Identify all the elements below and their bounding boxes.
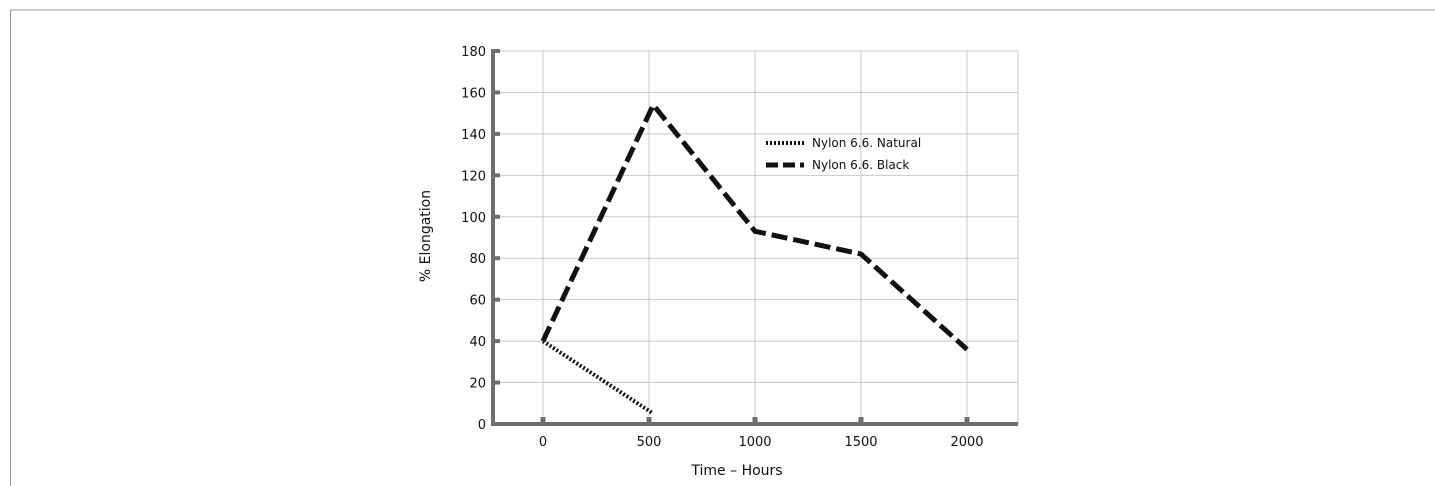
series-lines	[540, 100, 969, 416]
y-tick-label: 20	[469, 377, 486, 392]
y-axis-label: % Elongation	[418, 190, 434, 282]
y-tick-label: 140	[461, 128, 486, 143]
x-tick-label: 1000	[738, 435, 771, 450]
y-tick-label: 80	[469, 252, 486, 267]
series-line-black	[540, 100, 969, 352]
y-tick-label: 160	[461, 86, 486, 101]
y-tick-label: 120	[461, 169, 486, 184]
x-tick-label: 500	[637, 435, 662, 450]
y-tick-label: 180	[461, 45, 486, 60]
x-tick-label: 0	[539, 435, 547, 450]
x-tick-label: 1500	[844, 435, 877, 450]
legend-label: Nylon 6.6. Natural	[812, 136, 921, 150]
series-line-natural	[541, 339, 655, 416]
legend: Nylon 6.6. Natural Nylon 6.6. Black	[766, 136, 921, 172]
gridlines	[493, 50, 1019, 424]
axes	[491, 49, 1018, 426]
x-tick-label: 2000	[950, 435, 983, 450]
tick-labels: 0 20 40 60 80 100 120 140 160 180 0 500 1000 1500 2000	[461, 45, 983, 450]
y-tick-label: 100	[461, 211, 486, 226]
y-tick-label: 60	[469, 294, 486, 309]
legend-label: Nylon 6.6. Black	[812, 158, 909, 172]
x-axis-label: Time – Hours	[690, 463, 782, 479]
y-tick-label: 40	[469, 335, 486, 350]
y-tick-label: 0	[478, 418, 486, 433]
